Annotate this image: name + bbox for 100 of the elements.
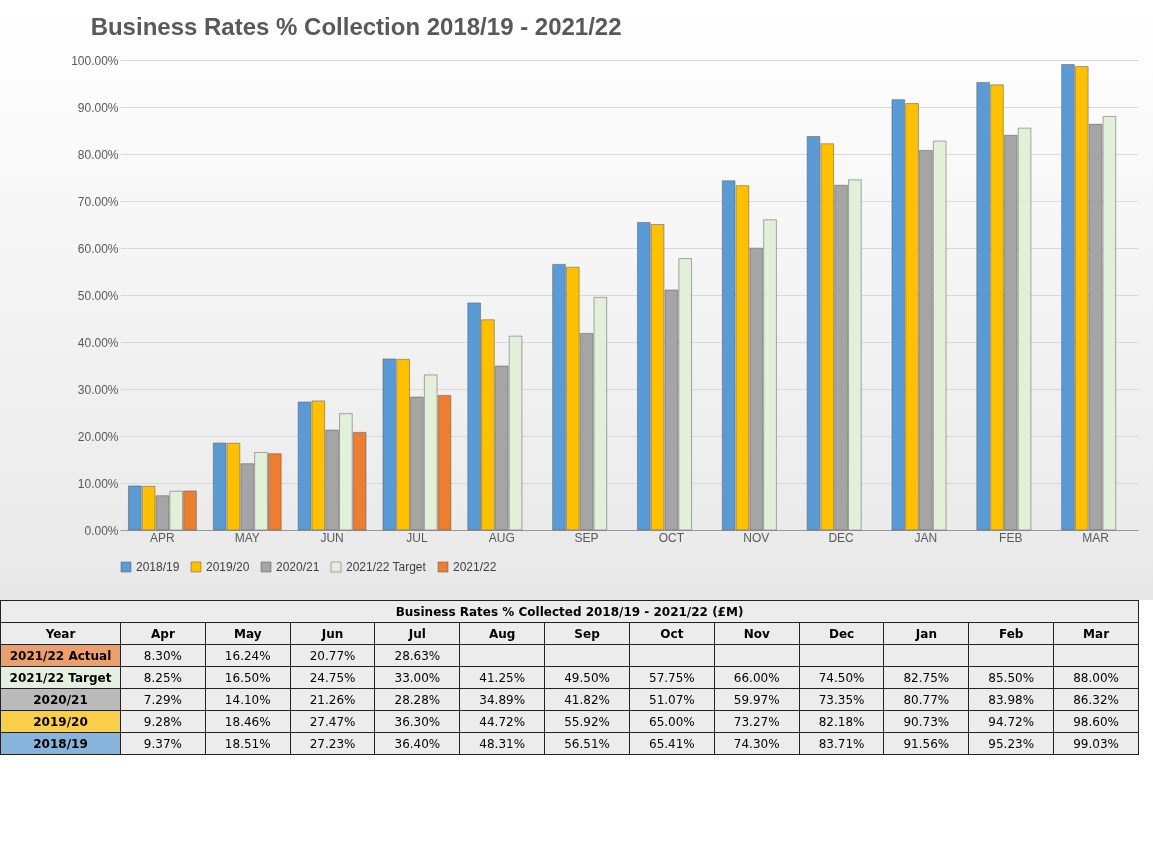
y-tick-label: 100.00% [71,53,119,68]
data-label: 83.71% [799,732,884,755]
text: May [205,622,291,645]
x-tick-label: APR [150,530,176,545]
data-label: 88.00% [1053,666,1139,689]
data-label: 9.28% [120,710,206,733]
data-label: 8.25% [120,666,206,689]
data-label: 55.92% [544,710,630,733]
text: Jul [374,622,460,645]
data-label: 16.24% [205,644,291,667]
text: 2021/22 Target [9,670,112,685]
data-label: 57.75% [629,666,715,689]
data-label: 56.51% [544,732,630,755]
y-tick-label: 50.00% [77,288,119,303]
data-label: 36.40% [374,732,460,755]
text: Feb [968,622,1054,645]
data-label: 83.98% [968,688,1054,711]
y-tick-label: 70.00% [77,194,119,209]
data-label: 99.03% [1053,732,1139,755]
x-tick-label: MAY [234,530,260,545]
data-label: 82.75% [883,666,969,689]
legend-label: 2018/19 [136,560,180,574]
x-tick-label: FEB [999,530,1023,545]
text: 2021/22 Actual [0,644,121,667]
data-label: 28.63% [374,644,460,667]
data-label: 65.00% [629,710,715,733]
text: Jan [883,622,969,645]
data-label: 51.07% [629,688,715,711]
data-label: 14.10% [205,688,291,711]
data-label: 7.29% [120,688,206,711]
data-label: 24.75% [290,666,375,689]
data-label: 85.50% [968,666,1054,689]
data-label: 73.35% [799,688,884,711]
text: Aug [459,622,545,645]
text: Jun [290,622,375,645]
data-label: 44.72% [459,710,545,733]
data-label: 34.89% [459,688,545,711]
text: Mar [1053,622,1139,645]
data-label: 90.73% [883,710,969,733]
data-label: 33.00% [374,666,460,689]
text: Business Rates % Collected 2018/19 - 2021/22 (£M) [0,600,1139,623]
x-tick-label: AUG [488,530,515,545]
x-tick-label: MAR [1082,530,1110,545]
data-label: 80.77% [883,688,969,711]
legend-label: 2021/22 Target [346,560,427,574]
y-tick-label: 40.00% [77,335,119,350]
data-label: 48.31% [459,732,545,755]
x-tick-label: SEP [574,530,599,545]
data-label: 94.72% [968,710,1054,733]
text: Dec [799,622,884,645]
data-label: 8.30% [120,644,206,667]
text: Sep [544,622,630,645]
data-label: 95.23% [968,732,1054,755]
x-tick-label: DEC [828,530,855,545]
y-tick-label: 0.00% [84,523,119,538]
x-tick-label: JAN [914,530,938,545]
data-label: 66.00% [714,666,800,689]
x-tick-label: OCT [658,530,685,545]
legend-label: 2019/20 [206,560,250,574]
legend-label: 2020/21 [276,560,320,574]
y-tick-label: 30.00% [77,382,119,397]
data-label: 21.26% [290,688,375,711]
data-label: 18.46% [205,710,291,733]
data-label: 16.50% [205,666,291,689]
y-tick-label: 20.00% [77,429,119,444]
y-tick-label: 80.00% [77,147,119,162]
text: 2019/20 [33,714,88,729]
data-label: 74.30% [714,732,800,755]
data-label: 65.41% [629,732,715,755]
text: Oct [629,622,715,645]
x-tick-label: JUN [320,530,344,545]
text: 2018/19 [33,736,88,751]
data-label: 74.50% [799,666,884,689]
data-label: 41.25% [459,666,545,689]
text: Nov [714,622,800,645]
data-label: 18.51% [205,732,291,755]
y-tick-label: 60.00% [77,241,119,256]
data-label: 91.56% [883,732,969,755]
data-label: 9.37% [120,732,206,755]
text: Year [0,622,121,645]
data-label: 20.77% [290,644,375,667]
data-label: 86.32% [1053,688,1139,711]
y-tick-label: 10.00% [77,476,119,491]
data-label: 27.47% [290,710,375,733]
text: 2020/21 [33,692,88,707]
x-tick-label: NOV [743,530,770,545]
y-tick-label: 90.00% [77,100,119,115]
x-tick-label: JUL [406,530,428,545]
chart-title: Business Rates % Collection 2018/19 - 2021/22 [90,13,622,40]
data-label: 27.23% [290,732,375,755]
data-label: 98.60% [1053,710,1139,733]
data-label: 36.30% [374,710,460,733]
data-label: 59.97% [714,688,800,711]
data-label: 73.27% [714,710,800,733]
legend-label: 2021/22 [453,560,497,574]
data-label: 82.18% [799,710,884,733]
data-label: 49.50% [544,666,630,689]
data-label: 28.28% [374,688,460,711]
text: Apr [120,622,206,645]
data-label: 41.82% [544,688,630,711]
